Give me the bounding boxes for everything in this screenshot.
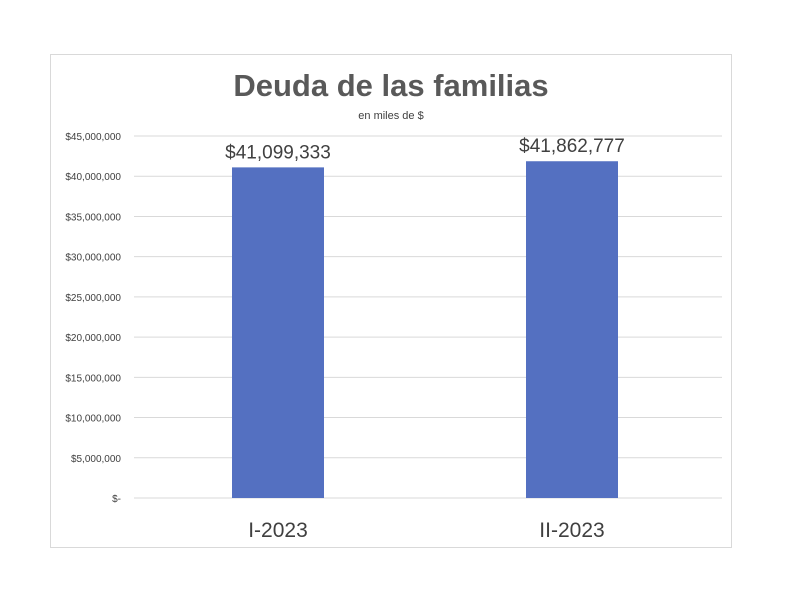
y-tick-label: $5,000,000 xyxy=(71,454,121,465)
bar xyxy=(526,161,618,498)
chart-subtitle: en miles de $ xyxy=(358,110,423,122)
y-tick-label: $15,000,000 xyxy=(65,373,121,384)
data-label: $41,862,777 xyxy=(519,136,625,157)
y-tick-label: $35,000,000 xyxy=(65,212,121,223)
y-tick-label: $10,000,000 xyxy=(65,414,121,425)
data-labels: $41,099,333 $41,862,777 xyxy=(225,136,625,163)
x-tick-label: II-2023 xyxy=(539,519,604,542)
y-tick-label: $45,000,000 xyxy=(65,132,121,143)
gridlines xyxy=(134,135,722,499)
data-label: $41,099,333 xyxy=(225,142,331,163)
x-tick-label: I-2023 xyxy=(248,519,308,542)
y-tick-label: $25,000,000 xyxy=(65,293,121,304)
chart-title: Deuda de las familias xyxy=(233,68,548,103)
y-tick-label: $40,000,000 xyxy=(65,172,121,183)
y-tick-label: $30,000,000 xyxy=(65,253,121,264)
y-tick-label: $20,000,000 xyxy=(65,333,121,344)
y-axis-ticks: $- $5,000,000 $10,000,000 $15,000,000 $20,00… xyxy=(65,132,121,505)
bars xyxy=(232,161,618,498)
x-axis-ticks: I-2023 II-2023 xyxy=(248,519,604,542)
y-tick-label: $- xyxy=(112,494,121,505)
bar xyxy=(232,167,324,498)
